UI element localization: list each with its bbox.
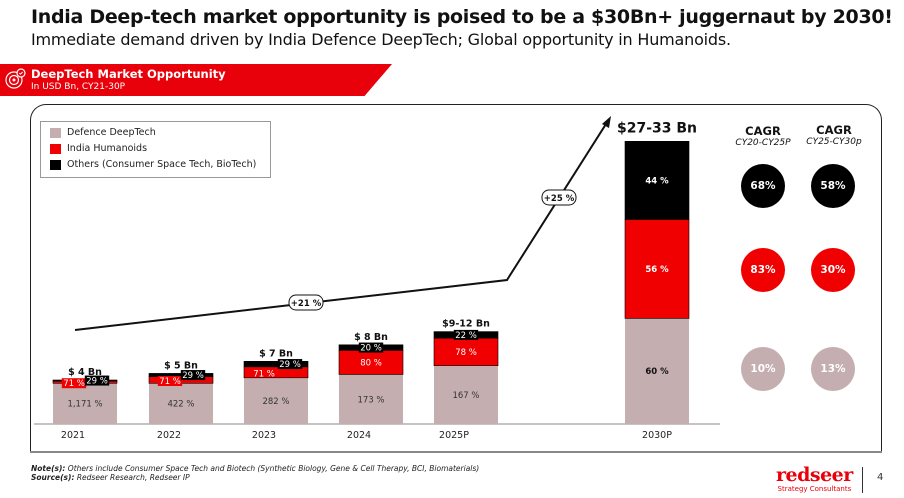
cagr-defence-2: 13% — [811, 347, 855, 391]
trend-annotation: +21 % — [291, 299, 322, 309]
cagr-defence-1: 10% — [741, 347, 785, 391]
x-tick-label: 2021 — [61, 430, 85, 441]
page-title: India Deep-tech market opportunity is po… — [31, 6, 893, 28]
defence-label: 173 % — [357, 395, 384, 405]
target-check-icon — [5, 68, 26, 89]
source-line: Source(s): Redseer Research, Redseer IP — [31, 473, 479, 482]
chart-card — [30, 104, 882, 452]
cagr-period: CY20-CY25P — [735, 138, 791, 148]
bar-total-label: $27-33 Bn — [617, 120, 697, 136]
divider — [30, 451, 882, 453]
legend-label: India Humanoids — [67, 143, 148, 154]
x-tick-label: 2022 — [157, 430, 181, 441]
legend-label: Defence DeepTech — [67, 127, 156, 138]
divider — [862, 467, 863, 493]
humanoids-label: 56 % — [645, 265, 669, 275]
bar-segment — [624, 141, 690, 220]
bar-segment — [149, 383, 213, 424]
logo-wordmark: redseer — [776, 464, 853, 486]
others-label: 29 % — [279, 360, 301, 370]
cagr-period: CY25-CY30p — [806, 137, 862, 147]
redseer-logo: redseer Strategy Consultants — [776, 464, 853, 494]
cagr-others-2: 58% — [811, 164, 855, 208]
section-banner: DeepTech Market Opportunity In USD Bn, C… — [0, 64, 392, 96]
logo-subtitle: Strategy Consultants — [777, 485, 852, 493]
source-label: Source(s): — [31, 473, 75, 482]
note-line: Note(s): Others include Consumer Space T… — [31, 464, 479, 473]
defence-label: 60 % — [645, 367, 669, 377]
legend-label: Others (Consumer Space Tech, BioTech) — [67, 159, 257, 170]
banner-title: DeepTech Market Opportunity — [31, 67, 226, 81]
bar-segment — [434, 365, 498, 424]
legend: Defence DeepTech India Humanoids Others … — [40, 121, 271, 178]
x-tick-label: 2030P — [642, 430, 672, 441]
trend-annotation: +25 % — [544, 194, 575, 204]
legend-swatch — [50, 143, 61, 154]
others-label: 44 % — [645, 176, 669, 186]
cagr-title: CAGR — [745, 124, 781, 138]
page-number: 4 — [877, 472, 884, 483]
bar-segment — [244, 377, 308, 424]
bar-total-label: $9-12 Bn — [442, 319, 490, 330]
others-label-bg — [84, 375, 110, 386]
bar-segment — [53, 383, 117, 424]
defence-label: 1,171 % — [67, 400, 102, 410]
bar-total-label: $ 7 Bn — [259, 348, 293, 359]
banner-subtitle: In USD Bn, CY21-30P — [31, 82, 126, 92]
others-label-bg — [453, 329, 479, 340]
humanoids-label-bg — [61, 378, 87, 389]
note-text: Others include Consumer Space Tech and B… — [65, 464, 480, 473]
others-label: 20 % — [360, 344, 382, 354]
bar-total-label: $ 4 Bn — [68, 367, 102, 378]
cagr-others-1: 68% — [741, 164, 785, 208]
humanoids-label: 80 % — [360, 358, 382, 368]
arrow-head-icon — [602, 116, 611, 128]
others-label: 22 % — [455, 331, 477, 341]
others-label: 29 % — [182, 371, 204, 381]
x-tick-label: 2024 — [347, 430, 371, 441]
bar-segment — [339, 374, 403, 424]
bar-total-label: $ 8 Bn — [354, 332, 388, 343]
humanoids-label-bg — [157, 376, 183, 386]
trend-badge — [541, 189, 577, 206]
cagr-header-1: CAGR CY20-CY25P — [718, 124, 808, 148]
bar-segment — [625, 318, 689, 424]
x-tick-label: 2025P — [439, 430, 469, 441]
trend-badge — [288, 294, 324, 311]
humanoids-label: 71 % — [63, 379, 85, 389]
x-tick-label: 2023 — [252, 430, 276, 441]
legend-swatch — [50, 127, 61, 138]
others-label-bg — [277, 359, 303, 370]
legend-swatch — [50, 159, 61, 170]
defence-label: 422 % — [167, 400, 194, 410]
others-label-bg — [358, 342, 384, 353]
bar-segment — [243, 360, 309, 368]
trend-arrow — [74, 123, 607, 331]
legend-item-defence: Defence DeepTech — [50, 127, 156, 138]
cagr-title: CAGR — [816, 123, 852, 137]
bar-segment — [338, 349, 404, 375]
humanoids-label: 71 % — [253, 369, 275, 379]
legend-item-humanoids: India Humanoids — [50, 143, 147, 154]
defence-label: 282 % — [262, 397, 289, 407]
bar-total-label: $ 5 Bn — [164, 360, 198, 371]
bar-segment — [624, 219, 690, 319]
source-text: Redseer Research, Redseer IP — [74, 473, 190, 482]
legend-item-others: Others (Consumer Space Tech, BioTech) — [50, 159, 256, 170]
cagr-humanoids-1: 83% — [741, 248, 785, 292]
defence-label: 167 % — [452, 391, 479, 401]
footnote: Note(s): Others include Consumer Space T… — [31, 464, 479, 482]
bar-segment — [433, 337, 499, 367]
others-label: 29 % — [86, 377, 108, 387]
note-label: Note(s): — [31, 464, 66, 473]
humanoids-label: 71 % — [159, 377, 181, 387]
others-label-bg — [180, 370, 206, 381]
cagr-humanoids-2: 30% — [811, 248, 855, 292]
cagr-header-2: CAGR CY25-CY30p — [789, 123, 879, 147]
humanoids-label: 78 % — [455, 348, 477, 358]
page-subtitle: Immediate demand driven by India Defence… — [31, 30, 731, 49]
